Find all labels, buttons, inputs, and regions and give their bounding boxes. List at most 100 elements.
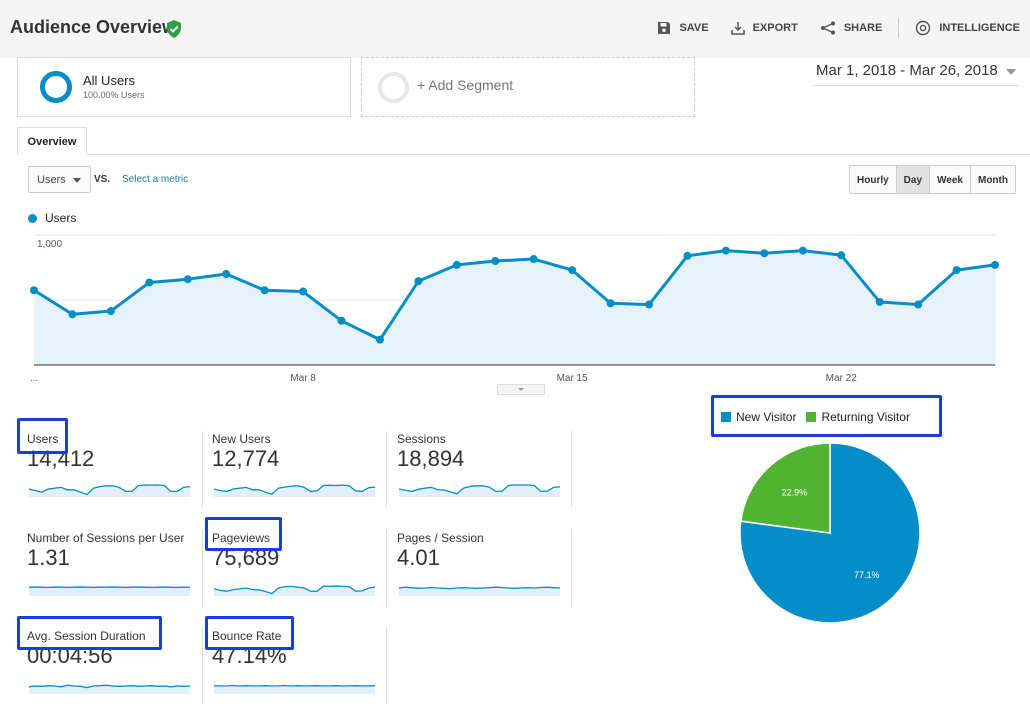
users-data-point[interactable] bbox=[106, 307, 115, 316]
sparkline-line bbox=[213, 484, 376, 495]
intelligence-button[interactable]: INTELLIGENCE bbox=[915, 20, 1020, 36]
highlight-avg-session-duration bbox=[17, 616, 162, 650]
tile-divider bbox=[202, 628, 203, 704]
export-icon bbox=[730, 22, 745, 35]
users-data-point[interactable] bbox=[491, 257, 500, 265]
metric-value: 4.01 bbox=[397, 545, 440, 570]
users-data-point[interactable] bbox=[68, 310, 77, 319]
metric-tile[interactable]: Users 14,412 bbox=[27, 432, 202, 518]
users-data-point[interactable] bbox=[30, 286, 38, 295]
users-data-point[interactable] bbox=[645, 300, 654, 309]
legend-item-returning-visitor[interactable]: Returning Visitor bbox=[806, 410, 910, 424]
chart-legend: Users bbox=[28, 211, 76, 225]
granularity-month-button[interactable]: Month bbox=[970, 166, 1015, 193]
save-icon bbox=[658, 22, 671, 34]
visitor-type-pie-chart: 77.1% 22.9% bbox=[739, 442, 921, 624]
metric-value: 12,774 bbox=[212, 446, 280, 471]
chart-resize-handle[interactable] bbox=[497, 384, 545, 395]
metric-label: Avg. Session Duration bbox=[27, 629, 146, 643]
metric-tile[interactable]: Pages / Session 4.01 bbox=[397, 531, 572, 617]
tile-divider bbox=[386, 530, 387, 606]
metric-tile[interactable]: Sessions 18,894 bbox=[397, 432, 572, 518]
x-tick-label: ... bbox=[30, 373, 38, 384]
segment-placeholder-icon bbox=[378, 72, 409, 103]
users-data-point[interactable] bbox=[145, 278, 154, 287]
users-data-point[interactable] bbox=[299, 287, 308, 296]
intelligence-label: INTELLIGENCE bbox=[939, 22, 1020, 34]
sparkline-line bbox=[398, 484, 561, 495]
x-tick-label: Mar 8 bbox=[290, 373, 316, 384]
verified-shield-icon bbox=[167, 20, 181, 38]
sparkline-fill bbox=[399, 587, 560, 596]
select-metric-link[interactable]: Select a metric bbox=[122, 174, 189, 185]
pie-data-label: 22.9% bbox=[782, 487, 808, 497]
users-data-point[interactable] bbox=[952, 266, 961, 275]
legend-item-new-visitor[interactable]: New Visitor bbox=[721, 410, 796, 424]
users-data-point[interactable] bbox=[721, 246, 730, 255]
export-label: EXPORT bbox=[752, 22, 798, 34]
save-label: SAVE bbox=[679, 22, 709, 34]
metric-tile[interactable]: New Users 12,774 bbox=[212, 432, 387, 518]
users-data-point[interactable] bbox=[606, 299, 615, 308]
tile-divider bbox=[386, 628, 387, 704]
save-button[interactable]: SAVE bbox=[657, 21, 709, 35]
metric-label: Pages / Session bbox=[397, 531, 484, 545]
sparkline-line bbox=[213, 585, 376, 595]
users-data-point[interactable] bbox=[529, 255, 538, 264]
sparkline-fill bbox=[29, 587, 190, 596]
users-data-point[interactable] bbox=[452, 260, 461, 269]
highlight-pageviews bbox=[205, 517, 282, 551]
users-data-point[interactable] bbox=[991, 260, 999, 269]
users-data-point[interactable] bbox=[222, 270, 231, 278]
tile-divider bbox=[571, 431, 572, 507]
tile-divider bbox=[202, 530, 203, 606]
metric-dropdown[interactable]: Users bbox=[28, 166, 91, 193]
tile-divider bbox=[386, 431, 387, 507]
users-data-point[interactable] bbox=[260, 286, 269, 295]
share-button[interactable]: SHARE bbox=[820, 21, 883, 35]
metric-dropdown-value: Users bbox=[37, 174, 66, 186]
users-data-point[interactable] bbox=[183, 275, 192, 284]
users-data-point[interactable] bbox=[875, 297, 884, 306]
highlight-bounce-rate bbox=[205, 616, 294, 650]
legend-label-returning-visitor: Returning Visitor bbox=[821, 410, 910, 424]
add-segment-button[interactable]: + Add Segment bbox=[361, 57, 695, 117]
users-data-point[interactable] bbox=[837, 251, 846, 260]
legend-label-users: Users bbox=[45, 211, 77, 225]
tile-divider bbox=[202, 431, 203, 507]
granularity-week-button[interactable]: Week bbox=[930, 166, 971, 193]
users-data-point[interactable] bbox=[760, 249, 769, 258]
granularity-day-button[interactable]: Day bbox=[896, 166, 931, 193]
users-series-line bbox=[33, 249, 996, 342]
granularity-hourly-button[interactable]: Hourly bbox=[850, 166, 897, 193]
page-title: Audience Overview bbox=[10, 17, 177, 37]
segment-all-users[interactable]: All Users 100.00% Users bbox=[17, 57, 351, 117]
metric-label: Users bbox=[27, 432, 59, 446]
users-area-fill bbox=[34, 250, 995, 365]
metric-tile[interactable]: Bounce Rate 47.14% bbox=[212, 629, 387, 711]
legend-label-new-visitor: New Visitor bbox=[736, 410, 797, 424]
users-data-point[interactable] bbox=[683, 251, 692, 260]
export-button[interactable]: EXPORT bbox=[730, 21, 798, 35]
vs-label: VS. bbox=[94, 174, 111, 185]
users-data-point[interactable] bbox=[337, 316, 346, 325]
share-label: SHARE bbox=[843, 22, 883, 34]
highlight-users bbox=[17, 418, 68, 454]
tab-overview[interactable]: Overview bbox=[17, 127, 87, 155]
metric-sparkline bbox=[28, 586, 190, 596]
metric-label: Pageviews bbox=[212, 531, 271, 545]
x-tick-label: Mar 15 bbox=[557, 373, 589, 384]
metric-tile[interactable]: Number of Sessions per User 1.31 bbox=[27, 531, 202, 617]
sparkline-fill bbox=[29, 485, 190, 497]
share-icon bbox=[820, 21, 835, 35]
date-range-picker[interactable]: Mar 1, 2018 - Mar 26, 2018 bbox=[812, 58, 1018, 86]
users-data-point[interactable] bbox=[414, 277, 423, 286]
users-data-point[interactable] bbox=[914, 300, 923, 309]
users-data-point[interactable] bbox=[375, 335, 384, 344]
pie-slice-returning-visitor[interactable] bbox=[739, 442, 831, 534]
users-data-point[interactable] bbox=[798, 246, 807, 255]
users-data-point[interactable] bbox=[568, 266, 577, 275]
segment-ring-icon bbox=[40, 71, 72, 103]
caret-down-icon bbox=[73, 178, 81, 183]
